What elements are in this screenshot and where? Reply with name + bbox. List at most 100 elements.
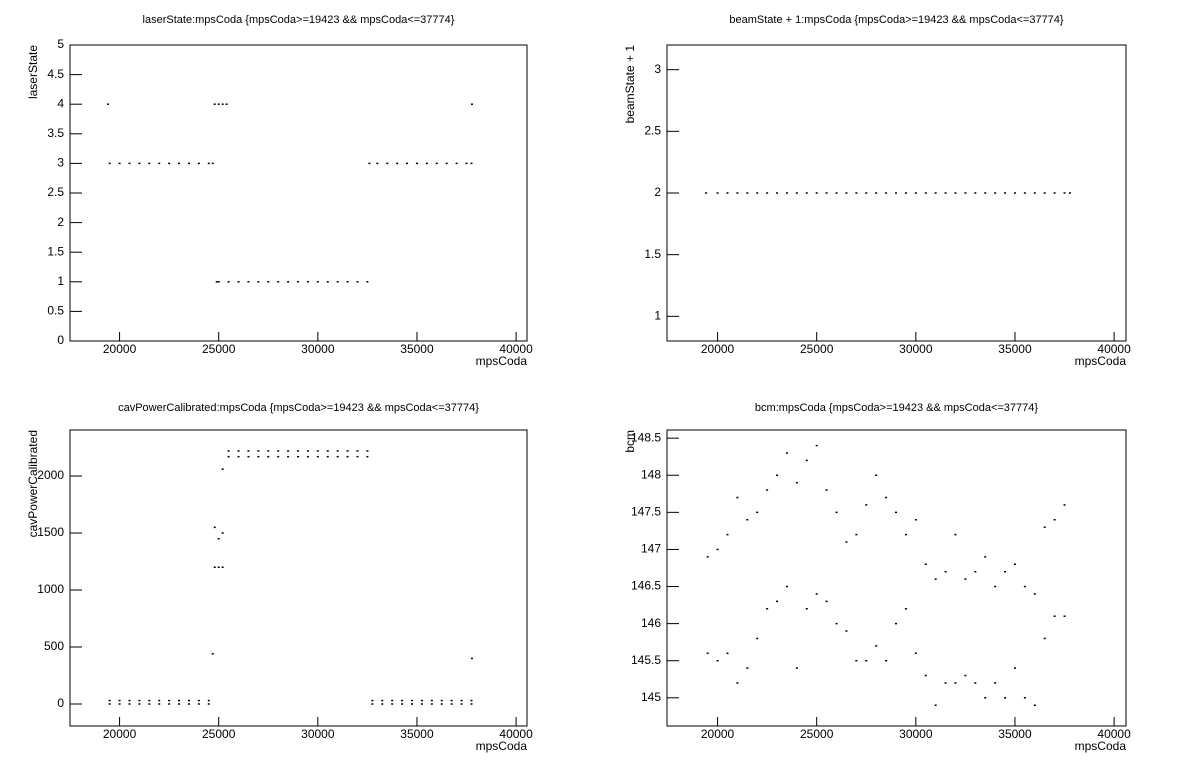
point — [954, 533, 957, 536]
point — [705, 192, 708, 194]
point — [465, 162, 468, 165]
point — [934, 704, 937, 706]
point — [460, 699, 463, 702]
point — [904, 608, 907, 610]
y-tick-label: 4 — [57, 96, 64, 110]
point — [247, 450, 250, 452]
x-tick-label: 40000 — [1097, 727, 1131, 741]
point — [716, 659, 719, 662]
point — [1033, 192, 1036, 194]
point — [287, 455, 290, 458]
point — [277, 450, 280, 452]
point — [795, 667, 798, 669]
x-axis-label: mpsCoda — [1075, 739, 1127, 753]
point — [386, 162, 389, 165]
point — [371, 703, 374, 705]
point — [776, 600, 779, 603]
chart-title: beamState + 1:mpsCoda {mpsCoda>=19423 &&… — [729, 14, 1064, 26]
point — [766, 489, 769, 491]
point — [297, 455, 300, 458]
point — [217, 566, 220, 568]
point — [776, 192, 779, 194]
point — [885, 659, 888, 662]
point — [1068, 192, 1071, 194]
y-tick-label: 1 — [654, 309, 661, 323]
x-tick-label: 35000 — [998, 727, 1032, 741]
point — [306, 450, 309, 452]
point — [346, 455, 349, 458]
point — [845, 630, 848, 632]
point — [178, 703, 181, 705]
y-tick-label: 500 — [44, 639, 64, 653]
point — [706, 556, 709, 558]
point — [138, 162, 141, 165]
point — [875, 474, 878, 477]
point — [287, 450, 290, 452]
point — [158, 699, 161, 702]
point — [855, 659, 858, 662]
point — [1023, 585, 1026, 588]
point — [776, 474, 779, 477]
chart-title: laserState:mpsCoda {mpsCoda>=19423 && mp… — [143, 14, 455, 26]
y-tick-label: 145 — [641, 690, 661, 704]
x-tick-label: 25000 — [800, 342, 834, 356]
point — [221, 468, 224, 470]
point — [736, 496, 739, 499]
point — [1043, 192, 1046, 194]
y-tick-label: 2.5 — [644, 124, 661, 138]
point — [435, 162, 438, 165]
x-tick-label: 40000 — [499, 342, 533, 356]
point — [924, 192, 927, 194]
point — [247, 455, 250, 458]
point — [368, 162, 371, 165]
point — [440, 703, 443, 705]
x-axis-label: mpsCoda — [1075, 354, 1127, 368]
x-tick-label: 30000 — [899, 342, 933, 356]
point — [994, 585, 997, 588]
point — [815, 444, 818, 447]
point — [401, 699, 404, 702]
point — [227, 455, 230, 458]
x-tick-label: 20000 — [701, 727, 735, 741]
point — [336, 450, 339, 452]
point — [371, 699, 374, 702]
point — [726, 652, 729, 655]
plot-frame — [69, 429, 528, 727]
point — [1033, 593, 1036, 595]
point — [247, 281, 250, 283]
point — [406, 162, 409, 165]
x-tick-label: 40000 — [499, 727, 533, 741]
y-tick-label: 2000 — [37, 468, 64, 482]
x-tick-label: 25000 — [202, 342, 236, 356]
x-tick-label: 35000 — [400, 727, 434, 741]
point — [356, 281, 359, 283]
point — [470, 103, 473, 105]
point — [316, 450, 319, 452]
point — [420, 703, 423, 705]
y-tick-label: 1.5 — [644, 247, 661, 261]
point — [805, 192, 808, 194]
point — [257, 450, 260, 452]
point — [217, 103, 220, 105]
point — [213, 526, 216, 529]
y-tick-label: 148.5 — [631, 430, 661, 444]
point — [805, 608, 808, 610]
point — [994, 192, 997, 194]
point — [1013, 563, 1016, 566]
point — [217, 281, 220, 283]
point — [297, 450, 300, 452]
point — [108, 703, 111, 705]
point — [785, 452, 788, 454]
point — [1033, 704, 1036, 706]
point — [197, 703, 200, 705]
y-tick-label: 147 — [641, 542, 661, 556]
point — [1023, 192, 1026, 194]
x-tick-label: 20000 — [103, 342, 137, 356]
y-tick-label: 3.5 — [47, 126, 64, 140]
point — [215, 281, 218, 283]
point — [785, 585, 788, 588]
point — [118, 703, 121, 705]
point — [316, 281, 319, 283]
point — [211, 653, 214, 655]
